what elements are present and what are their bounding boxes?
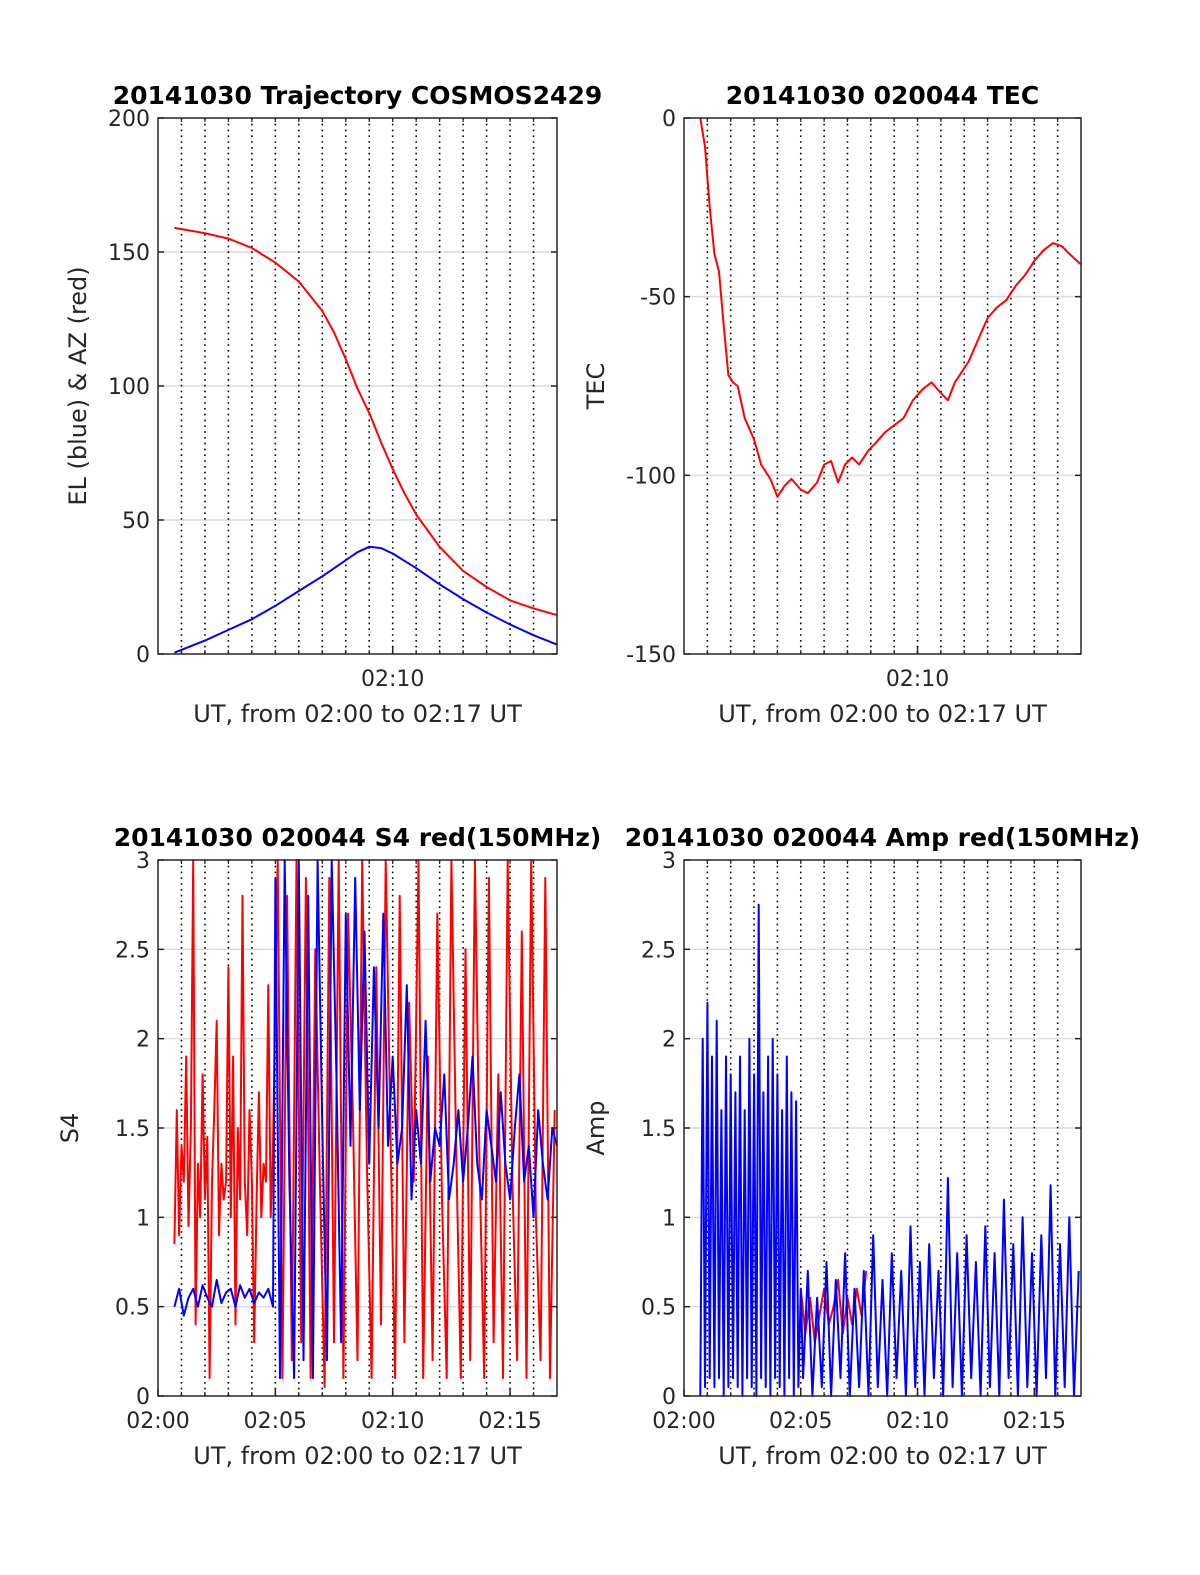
y-tick-label: 0 bbox=[136, 643, 150, 668]
chart-panel-4: 0 0.5 1 1.5 2 2.5 3 02:00 02:05 02:10 02:15 2014103… bbox=[582, 823, 1140, 1470]
y-tick-label: 100 bbox=[108, 375, 150, 400]
x-tick-label: 02:05 bbox=[769, 1409, 832, 1434]
x-tick-label: 02:10 bbox=[886, 1409, 949, 1434]
x-axis-label: UT, from 02:00 to 02:17 UT bbox=[193, 700, 522, 728]
y-tick-label: 1.5 bbox=[115, 1117, 150, 1142]
y-tick-label: -50 bbox=[640, 286, 676, 311]
y-tick-label: 0 bbox=[662, 1385, 676, 1410]
series-line-2 bbox=[174, 545, 558, 654]
y-tick-label: 0.5 bbox=[641, 1296, 676, 1321]
chart-panel-3: 0 0.5 1 1.5 2 2.5 3 02:00 02:05 02:10 02:15 2014103… bbox=[56, 823, 601, 1470]
x-tick-label: 02:10 bbox=[361, 1409, 424, 1434]
x-axis-label: UT, from 02:00 to 02:17 UT bbox=[193, 1442, 522, 1470]
y-axis-label: Amp bbox=[582, 1100, 610, 1155]
x-tick-label: 02:15 bbox=[478, 1409, 541, 1434]
x-axis-label: UT, from 02:00 to 02:17 UT bbox=[718, 700, 1047, 728]
y-tick-label: 2.5 bbox=[641, 938, 676, 963]
y-tick-label: 1 bbox=[136, 1206, 150, 1231]
y-tick-label: 200 bbox=[108, 107, 150, 132]
x-tick-label: 02:05 bbox=[244, 1409, 307, 1434]
plot-area bbox=[684, 118, 1081, 654]
y-tick-label: 0 bbox=[136, 1385, 150, 1410]
chart-title: 20141030 020044 TEC bbox=[726, 81, 1039, 110]
y-tick-label: 0 bbox=[662, 107, 676, 132]
y-tick-label: 3 bbox=[662, 849, 676, 874]
y-tick-label: 0.5 bbox=[115, 1296, 150, 1321]
axes-box bbox=[683, 117, 1082, 655]
series-line-2 bbox=[173, 859, 558, 1380]
y-tick-label: -150 bbox=[626, 643, 676, 668]
y-tick-label: 50 bbox=[122, 509, 150, 534]
x-tick-label: 02:10 bbox=[361, 667, 424, 692]
x-tick-label: 02:00 bbox=[652, 1409, 715, 1434]
y-axis-label: TEC bbox=[582, 363, 610, 411]
series-line-2 bbox=[699, 903, 1080, 1397]
y-tick-label: 150 bbox=[108, 241, 150, 266]
y-tick-label: 1 bbox=[662, 1206, 676, 1231]
y-axis-label: S4 bbox=[56, 1113, 84, 1144]
y-tick-label: 2 bbox=[136, 1028, 150, 1053]
x-axis-label: UT, from 02:00 to 02:17 UT bbox=[718, 1442, 1047, 1470]
y-tick-label: -100 bbox=[626, 464, 676, 489]
series-line-1 bbox=[699, 117, 1082, 498]
chart-title: 20141030 020044 S4 red(150MHz) bbox=[114, 823, 602, 852]
y-tick-label: 1.5 bbox=[641, 1117, 676, 1142]
series-line-1 bbox=[174, 226, 558, 617]
x-tick-label: 02:00 bbox=[126, 1409, 189, 1434]
chart-title: 20141030 020044 Amp red(150MHz) bbox=[625, 823, 1141, 852]
chart-panel-1: 0 50 100 150 200 02:10 20141030 Trajectory COS… bbox=[64, 81, 602, 728]
y-axis-label: EL (blue) & AZ (red) bbox=[64, 266, 92, 505]
chart-title: 20141030 Trajectory COSMOS2429 bbox=[113, 81, 603, 110]
x-tick-label: 02:15 bbox=[1003, 1409, 1066, 1434]
y-tick-label: 2.5 bbox=[115, 938, 150, 963]
chart-panel-2: -150 -100 -50 0 02:10 20141030 020044 TEC UT, … bbox=[582, 81, 1082, 728]
y-tick-label: 3 bbox=[136, 849, 150, 874]
y-tick-label: 2 bbox=[662, 1028, 676, 1053]
x-tick-label: 02:10 bbox=[886, 667, 949, 692]
